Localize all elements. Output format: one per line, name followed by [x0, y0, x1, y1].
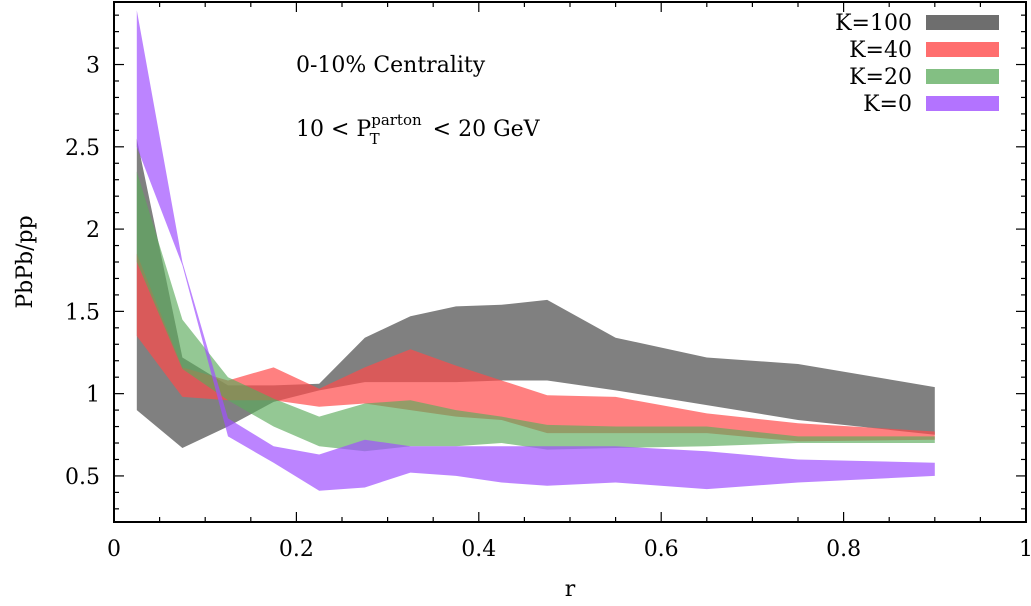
x-tick-label: 0.2	[279, 537, 314, 562]
legend-swatch	[926, 15, 999, 30]
y-axis-label: PbPb/pp	[13, 215, 38, 308]
legend-swatch	[926, 96, 999, 111]
centrality-annotation: 0-10% Centrality	[296, 53, 486, 78]
pt-range-annotation: 10 < Pparton T < 20 GeV	[296, 111, 541, 148]
pt-range-subscript: T	[370, 130, 380, 148]
band-k-40	[136, 253, 935, 442]
band-k-100	[136, 138, 935, 448]
x-axis-label: r	[565, 577, 576, 602]
legend-swatch	[926, 42, 999, 57]
legend-label: K=20	[849, 65, 912, 90]
y-tick-label: 0.5	[65, 465, 100, 490]
y-tick-label: 2	[86, 218, 100, 243]
y-tick-label: 2.5	[65, 136, 100, 161]
axis-ticks	[113, 2, 1027, 522]
series-bands	[136, 10, 935, 491]
pt-range-superscript: parton	[371, 111, 422, 129]
legend-swatch	[926, 69, 999, 84]
y-tick-label: 3	[86, 54, 100, 79]
x-tick-label: 0	[107, 537, 121, 562]
x-tick-label: 0.8	[826, 537, 861, 562]
pt-range-suffix: < 20 GeV	[426, 117, 541, 142]
tick-labels: 0 0.2 0.4 0.6 0.8 1 0.5 1 1.5 2 2.5 3	[65, 54, 1031, 562]
legend-label: K=100	[835, 11, 912, 36]
x-tick-label: 0.4	[461, 537, 496, 562]
legend-label: K=0	[863, 92, 912, 117]
x-tick-label: 0.6	[644, 537, 679, 562]
x-tick-label: 1	[1019, 537, 1031, 562]
y-tick-label: 1	[86, 383, 100, 408]
pt-range-prefix: 10 < P	[296, 117, 371, 142]
legend-label: K=40	[849, 38, 912, 63]
y-tick-label: 1.5	[65, 300, 100, 325]
